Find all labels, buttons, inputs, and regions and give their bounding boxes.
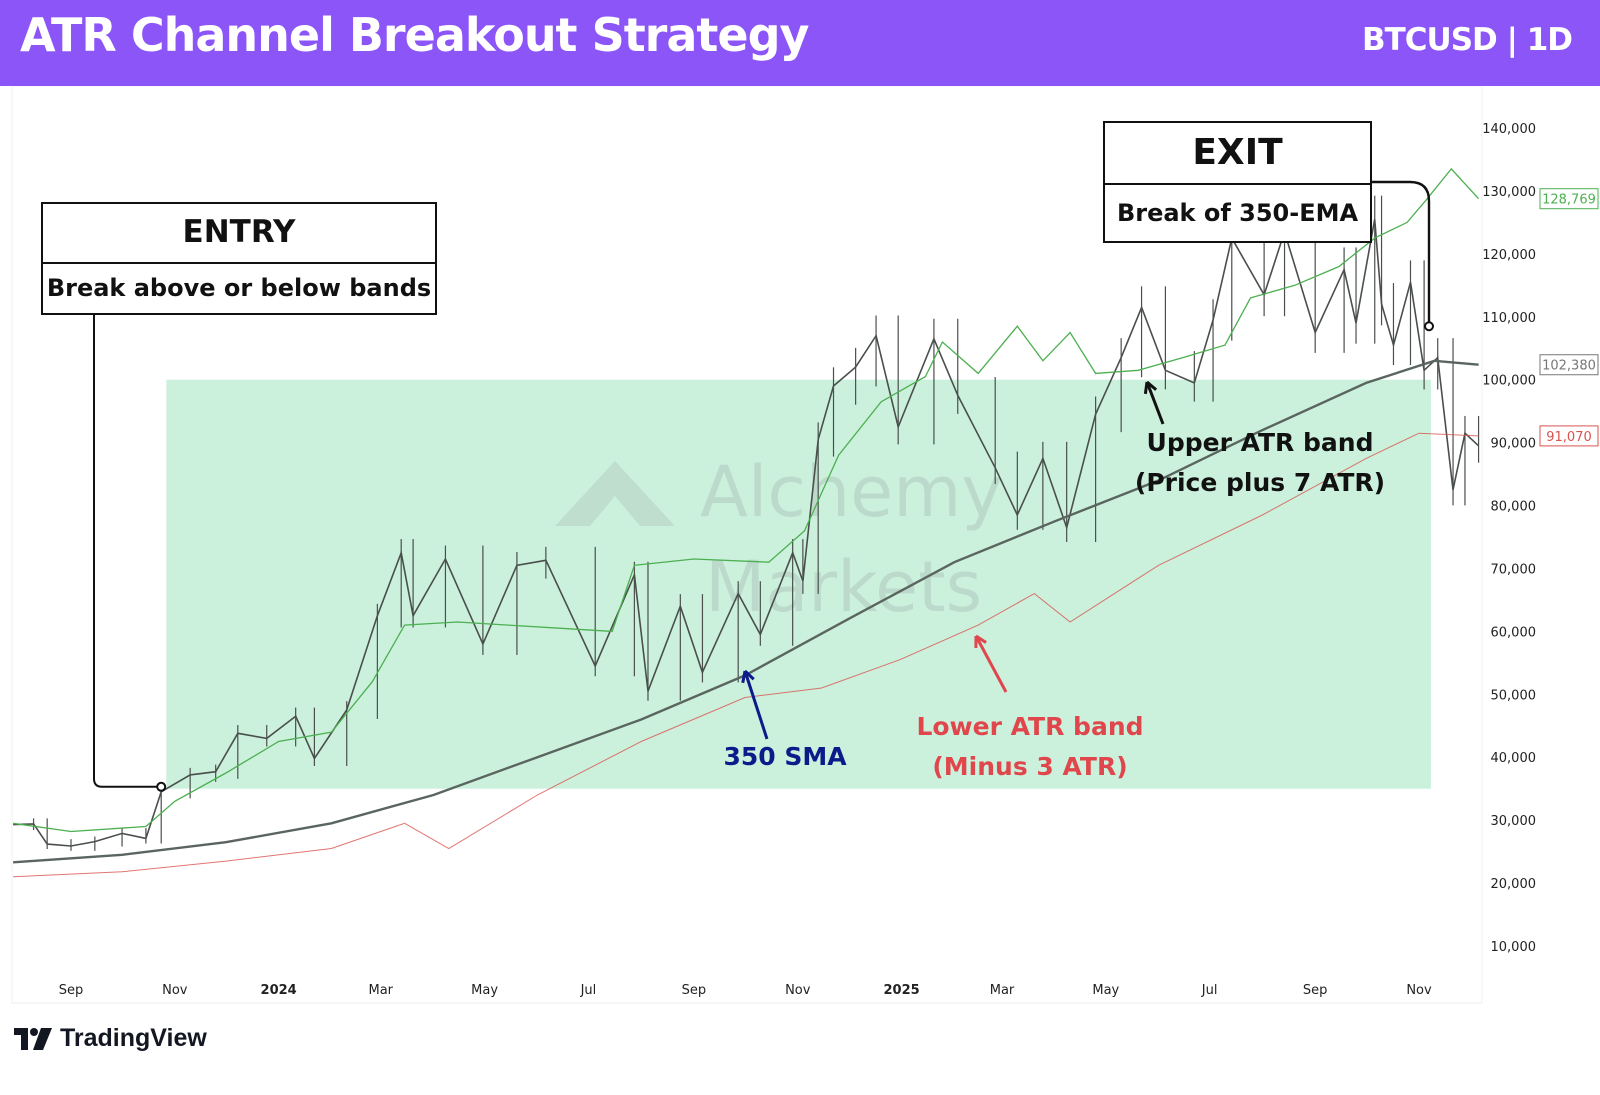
tradingview-logo: TradingView xyxy=(14,1024,207,1053)
y-tick-label: 20,000 xyxy=(1491,877,1537,892)
entry-annotation: ENTRY Break above or below bands xyxy=(41,202,437,315)
x-tick-label: May xyxy=(1092,983,1119,998)
y-tick-label: 110,000 xyxy=(1482,311,1536,326)
lower-band-label-line1: Lower ATR band xyxy=(916,712,1144,741)
x-tick-label: Sep xyxy=(1303,983,1328,998)
upper-band-value-badge xyxy=(1539,188,1599,210)
y-tick-label: 90,000 xyxy=(1491,437,1537,452)
sma-value-badge xyxy=(1539,354,1599,376)
entry-text: Break above or below bands xyxy=(46,274,432,302)
lower-band-label: Lower ATR band (Minus 3 ATR) xyxy=(900,707,1160,787)
upper-band-value-label: 128,769 xyxy=(1542,193,1596,208)
y-tick-label: 60,000 xyxy=(1491,625,1537,640)
y-tick-label: 10,000 xyxy=(1491,940,1537,955)
y-tick-label: 140,000 xyxy=(1482,122,1536,137)
watermark-text-1: Alchemy xyxy=(700,451,1003,533)
x-tick-label: 2025 xyxy=(883,983,919,998)
upper-band-label-line1: Upper ATR band xyxy=(1146,428,1374,457)
lower-band-arrow-head xyxy=(974,634,987,649)
sma-line xyxy=(13,359,1479,864)
sma-value-label: 102,380 xyxy=(1542,359,1596,374)
highlight-zone xyxy=(166,379,1431,789)
symbol-label: BTCUSD | 1D xyxy=(1362,22,1573,58)
exit-connector xyxy=(1372,180,1431,327)
y-tick-label: 30,000 xyxy=(1491,814,1537,829)
exit-annotation: EXIT Break of 350-EMA xyxy=(1103,121,1372,243)
y-tick-label: 130,000 xyxy=(1482,185,1536,200)
x-tick-label: Sep xyxy=(59,983,84,998)
x-tick-label: Nov xyxy=(1406,983,1432,998)
tradingview-icon xyxy=(14,1027,52,1050)
sma-arrow xyxy=(743,670,769,740)
tradingview-wordmark: TradingView xyxy=(60,1024,207,1052)
exit-text: Break of 350-EMA xyxy=(1116,199,1359,227)
x-tick-label: Mar xyxy=(369,983,394,998)
upper-band-arrow-head xyxy=(1143,380,1158,395)
exit-title: EXIT xyxy=(1105,123,1370,185)
watermark-text-2: Markets xyxy=(705,546,982,628)
y-tick-label: 50,000 xyxy=(1491,688,1537,703)
entry-connector xyxy=(93,315,162,788)
x-tick-label: May xyxy=(471,983,498,998)
lower-band-arrow xyxy=(974,635,1008,693)
x-tick-label: Nov xyxy=(162,983,188,998)
header-bar: ATR Channel Breakout Strategy BTCUSD | 1… xyxy=(0,0,1600,86)
lower-band-line xyxy=(13,432,1479,878)
y-tick-label: 100,000 xyxy=(1482,374,1536,389)
x-tick-label: Sep xyxy=(682,983,707,998)
x-tick-label: Jul xyxy=(1201,983,1218,998)
upper-band-label-line2: (Price plus 7 ATR) xyxy=(1134,468,1386,497)
upper-band-arrow xyxy=(1145,381,1165,425)
sma-label: 350 SMA xyxy=(723,742,847,771)
y-tick-label: 80,000 xyxy=(1491,500,1537,515)
upper-band-line xyxy=(13,167,1480,833)
y-tick-label: 120,000 xyxy=(1482,248,1536,263)
upper-band-label: Upper ATR band (Price plus 7 ATR) xyxy=(1120,423,1400,503)
x-tick-label: 2024 xyxy=(261,983,297,998)
exit-point-marker xyxy=(1424,321,1434,332)
watermark-logo xyxy=(555,461,675,526)
sma-arrow-head xyxy=(741,669,755,684)
lower-band-value-label: 91,070 xyxy=(1546,430,1592,445)
x-tick-label: Nov xyxy=(785,983,811,998)
x-tick-label: Jul xyxy=(580,983,597,998)
page-title: ATR Channel Breakout Strategy xyxy=(20,8,810,62)
y-tick-label: 40,000 xyxy=(1491,751,1537,766)
entry-point-marker xyxy=(156,781,167,792)
lower-band-label-line2: (Minus 3 ATR) xyxy=(932,752,1128,781)
lower-band-value-badge xyxy=(1539,425,1599,447)
x-tick-label: Mar xyxy=(990,983,1015,998)
y-tick-label: 70,000 xyxy=(1491,562,1537,577)
entry-title: ENTRY xyxy=(43,204,435,264)
